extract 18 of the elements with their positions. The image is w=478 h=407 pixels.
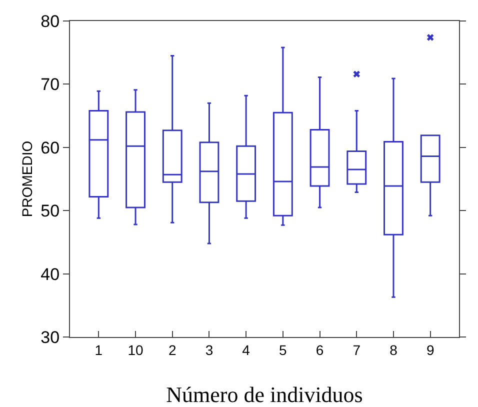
- x-tick-label: 1: [94, 342, 103, 358]
- x-tick-label: 8: [390, 342, 398, 358]
- y-tick-label: 30: [40, 328, 60, 347]
- y-tick-label: 60: [40, 138, 60, 158]
- y-tick-label: 50: [40, 202, 60, 221]
- x-axis-title: Número de individuos: [166, 382, 363, 407]
- y-tick-label: 80: [40, 12, 60, 31]
- x-tick-label: 5: [279, 342, 288, 358]
- x-tick-label: 10: [128, 342, 144, 358]
- x-tick-label: 7: [352, 342, 361, 358]
- x-tick-label: 6: [316, 342, 324, 358]
- y-axis-title: PROMEDIO: [19, 140, 35, 218]
- y-tick-label: 70: [40, 75, 60, 94]
- x-tick-label: 2: [168, 342, 176, 358]
- x-tick-label: 3: [205, 342, 214, 358]
- x-tick-label: 9: [426, 342, 434, 358]
- y-tick-label: 40: [40, 264, 60, 284]
- x-tick-label: 4: [242, 342, 250, 358]
